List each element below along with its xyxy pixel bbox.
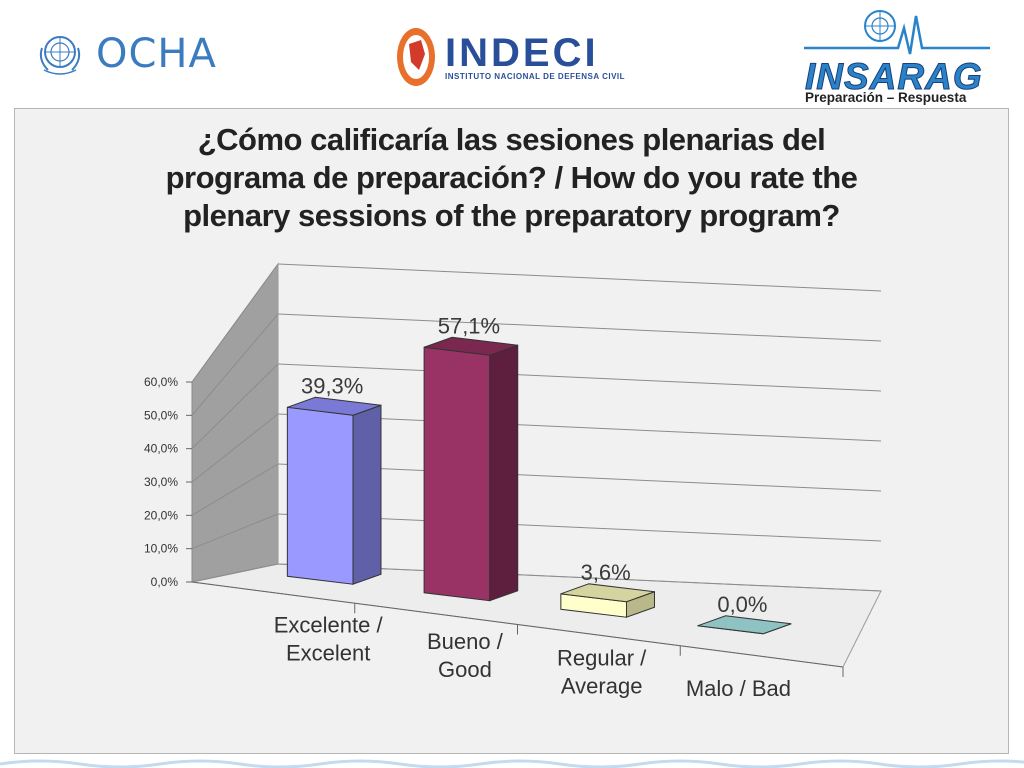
chart-title-line: programa de preparación? / How do you ra… <box>165 160 858 195</box>
y-tick-label: 30,0% <box>144 475 178 489</box>
side-gridline <box>191 413 279 483</box>
indeci-subtitle: INSTITUTO NACIONAL DE DEFENSA CIVIL <box>445 71 626 81</box>
bar-side <box>489 344 519 602</box>
side-gridline <box>191 513 279 550</box>
bar-top <box>423 336 518 356</box>
insarag-wordmark: INSARAG <box>805 56 983 98</box>
bar-front <box>423 346 491 602</box>
y-tick-label: 10,0% <box>144 542 178 556</box>
bar-top <box>697 615 792 635</box>
x-category-label: Regular / <box>557 645 647 670</box>
indeci-logo: INDECI INSTITUTO NACIONAL DE DEFENSA CIV… <box>395 26 625 88</box>
side-wall <box>191 262 279 583</box>
y-tick-label: 40,0% <box>144 442 178 456</box>
y-tick-label: 20,0% <box>144 508 178 522</box>
y-tick-label: 60,0% <box>144 375 178 389</box>
insarag-emblem-icon <box>804 10 990 55</box>
x-category-label: Average <box>561 673 643 698</box>
side-gridline <box>191 563 279 583</box>
gridline <box>277 363 882 392</box>
bottom-decoration <box>0 756 1024 768</box>
data-label: 39,3% <box>301 373 363 398</box>
data-label: 0,0% <box>717 592 767 617</box>
slide-header: OCHA INDECI INSTITUTO NACIONAL DE DEFENS… <box>0 0 1024 108</box>
chart-title: ¿Cómo calificaría las sesiones plenarias… <box>15 121 1008 235</box>
insarag-logo: INSARAG Preparación – Respuesta <box>802 8 992 105</box>
chart-title-line: plenary sessions of the preparatory prog… <box>183 198 840 233</box>
bar-front <box>286 406 354 585</box>
data-label: 57,1% <box>438 313 500 338</box>
chart-panel: ¿Cómo calificaría las sesiones plenarias… <box>14 108 1009 754</box>
gridline <box>277 263 882 292</box>
ocha-logo: OCHA <box>34 30 217 78</box>
y-tick-label: 0,0% <box>151 575 179 589</box>
x-category-label: Excelente / <box>274 612 384 637</box>
x-axis-line <box>191 581 844 668</box>
side-gridline <box>191 263 279 383</box>
bar-top <box>560 583 655 603</box>
indeci-shield-icon <box>397 28 435 86</box>
insarag-tagline: Preparación – Respuesta <box>805 90 967 105</box>
side-gridline <box>191 463 279 516</box>
side-gridline <box>191 313 279 416</box>
bar-top <box>287 396 382 416</box>
x-category-label: Excelent <box>286 640 370 665</box>
x-category-label: Malo / Bad <box>686 676 791 701</box>
side-gridline <box>191 363 279 450</box>
bar-side <box>352 404 382 585</box>
ocha-wordmark: OCHA <box>96 31 217 77</box>
data-label: 3,6% <box>581 560 631 585</box>
indeci-wordmark: INDECI <box>445 30 599 75</box>
gridline <box>277 313 882 342</box>
x-category-label: Good <box>438 657 492 682</box>
chart-title-line: ¿Cómo calificaría las sesiones plenarias… <box>197 122 826 157</box>
un-emblem-icon <box>39 36 81 75</box>
y-tick-label: 50,0% <box>144 408 178 422</box>
bar-chart: 0,0% 10,0% 20,0% 30,0% 40,0% 50,0% 60,0% 39,3% E… <box>144 262 882 701</box>
x-category-label: Bueno / <box>427 629 504 654</box>
